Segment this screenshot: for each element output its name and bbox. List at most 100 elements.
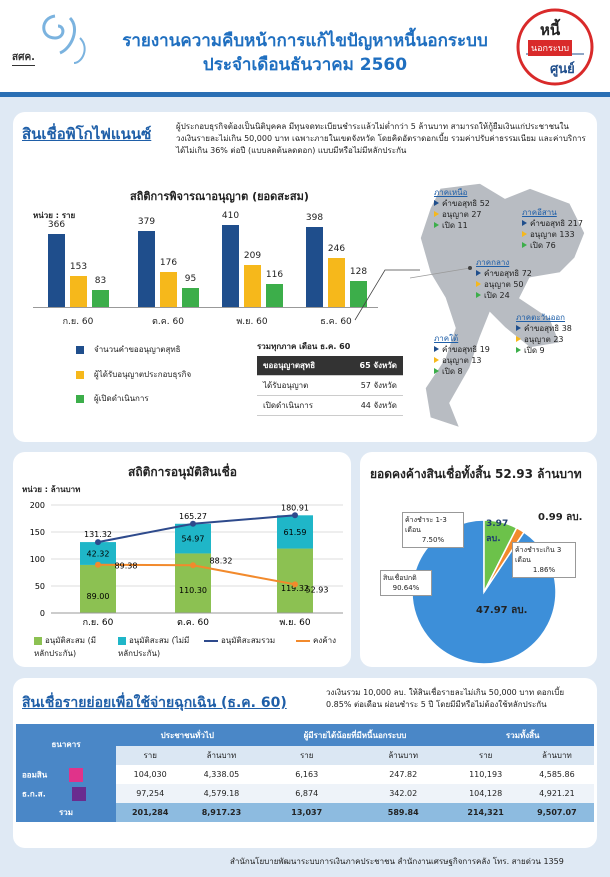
- loan-x-label: ต.ค. 60: [177, 618, 209, 628]
- license-bar: [182, 288, 199, 307]
- summary-row-2-label: ได้รับอนุญาต: [257, 375, 340, 396]
- bank-cell: ธ.ก.ส.: [16, 784, 116, 803]
- license-bar-label: 95: [184, 274, 197, 284]
- cell: 4,585.86: [539, 770, 575, 779]
- bank-cell: ออมสิน: [16, 765, 116, 784]
- loan-secured-label: 119.32: [281, 584, 309, 593]
- license-bar: [160, 271, 177, 307]
- loan-chart-title: สถิติการอนุมัติสินเชื่อ: [128, 465, 237, 479]
- loan-outstanding-label: 88.32: [210, 556, 233, 565]
- region-south-approved: อนุญาต 13: [442, 356, 482, 365]
- pie-callout-2-pct: 1.86%: [532, 566, 556, 574]
- col-general: ประชาชนทั่วไป: [116, 724, 259, 746]
- loan-y-tick: 200: [30, 501, 45, 510]
- cell: 4,921.21: [539, 789, 575, 798]
- loan-bar-unsecured: [277, 515, 313, 549]
- license-legend-2-label: ผู้ได้รับอนุญาตประกอบธุรกิจ: [94, 370, 192, 379]
- loan-secured-label: 110.30: [179, 586, 207, 595]
- license-bar-label: 128: [349, 267, 368, 278]
- outstanding-title: ยอดคงค้างสินเชื่อทั้งสิ้น 52.93 ล้านบาท: [370, 467, 582, 481]
- loan-legend-2-label: อนุมัติสะสม (ไม่มีหลักประกัน): [118, 636, 190, 658]
- region-northeast-requests: คำขอสุทธิ 217: [530, 219, 583, 228]
- cell: 214,321: [451, 803, 520, 822]
- header: สศค. รายงานความคืบหน้าการแก้ไขปัญหาหนี้น…: [0, 0, 610, 92]
- license-bar: [350, 281, 367, 307]
- loan-unit: หน่วย : ล้านบาท: [22, 485, 81, 494]
- logo-right-top: หนี้: [540, 21, 561, 39]
- loan-chart: 0 50 100 150 200 89.00 42.32 ก.ย. 60 110.30 54.97…: [30, 501, 343, 628]
- loan-bar-unsecured: [175, 523, 211, 554]
- license-bar: [138, 231, 155, 307]
- summary-row-3-label: เปิดดำเนินการ: [257, 395, 340, 416]
- license-legend-3: ผู้เปิดดำเนินการ: [76, 392, 149, 405]
- loan-y-tick: 150: [30, 528, 45, 537]
- loan-outstanding-point: [95, 561, 101, 568]
- license-bar: [266, 283, 283, 307]
- license-unit: หน่วย : ราย: [33, 211, 76, 220]
- cell: 104,030: [133, 770, 167, 779]
- license-legend-2: ผู้ได้รับอนุญาตประกอบธุรกิจ: [76, 368, 191, 381]
- region-central-name: ภาคกลาง: [476, 258, 510, 267]
- summary-row-2-value: 57 จังหวัด: [339, 375, 403, 396]
- pie-orange-label: 0.99 ลบ.: [538, 512, 583, 523]
- license-bar: [328, 257, 345, 307]
- loan-total-point: [292, 512, 298, 519]
- license-chart-title: สถิติการพิจารณาอนุญาต (ยอดสะสม): [130, 190, 309, 203]
- pico-title: สินเชื่อพิโกไฟแนนซ์: [22, 125, 152, 143]
- cell: 589.84: [354, 803, 452, 822]
- license-bar-label: 379: [137, 217, 156, 228]
- license-bar-label: 83: [94, 276, 107, 287]
- loan-bar-unsecured: [80, 542, 116, 565]
- cell: 4,579.18: [203, 789, 240, 798]
- region-south: ภาคใต้ คำขอสุทธิ 19 อนุญาต 13 เปิด 8: [434, 333, 490, 377]
- loan-secured-label: 89.00: [87, 592, 110, 601]
- baac-logo-icon: [71, 786, 86, 801]
- summary-row-3-value: 44 จังหวัด: [339, 395, 403, 416]
- loan-legend-2: อนุมัติสะสม (ไม่มีหลักประกัน): [118, 634, 194, 660]
- license-legend-1: จำนวนคำขออนุญาตสุทธิ: [76, 343, 181, 356]
- loan-bar-secured: [277, 548, 313, 613]
- pie-callout-1-pct: 7.50%: [421, 536, 445, 544]
- loan-legend-3: อนุมัติสะสมรวม: [204, 634, 275, 647]
- summary-title: รวมทุกภาค เดือน ธ.ค. 60: [257, 342, 351, 351]
- loan-unsecured-label: 42.32: [87, 550, 110, 559]
- license-bar-label: 176: [159, 257, 178, 268]
- region-south-name: ภาคใต้: [434, 334, 459, 343]
- region-northeast: ภาคอีสาน คำขอสุทธิ 217 อนุญาต 133 เปิด 7…: [522, 207, 583, 251]
- loan-unsecured-label: 61.59: [284, 528, 307, 537]
- loan-total-label: 180.91: [281, 503, 309, 512]
- summary-row-1-value: 65 จังหวัด: [339, 356, 403, 376]
- cell: 13,037: [258, 803, 355, 822]
- emergency-description: วงเงินรวม 10,000 ลบ. ให้สินเชื่อรายละไม่…: [326, 688, 565, 709]
- loan-total-point: [190, 520, 196, 527]
- region-east-opened: เปิด 9: [524, 346, 545, 355]
- loan-y-tick: 0: [40, 609, 45, 618]
- region-north: ภาคเหนือ คำขอสุทธิ 52 อนุญาต 27 เปิด 11: [434, 187, 490, 231]
- license-x-axis: [33, 307, 378, 308]
- pico-description: ผู้ประกอบธุรกิจต้องเป็นนิติบุคคล มีทุนจด…: [176, 122, 586, 155]
- region-central-approved: อนุญาต 50: [484, 280, 524, 289]
- emergency-title: สินเชื่อรายย่อยเพื่อใช้จ่ายฉุกเฉิน (ธ.ค.…: [22, 695, 287, 711]
- col-bank: ธนาคาร: [16, 724, 116, 765]
- license-bar-label: 246: [327, 243, 346, 254]
- pie-green-label: 3.97 ลบ.: [486, 517, 508, 547]
- pie-big-label: 47.97 ลบ.: [476, 605, 528, 616]
- region-east-approved: อนุญาต 23: [524, 335, 564, 344]
- cell: 9,507.07: [519, 803, 594, 822]
- loan-total-point: [95, 539, 101, 546]
- logo-right-mid: นอกระบบ: [528, 40, 573, 56]
- cell: 247.82: [389, 770, 418, 779]
- region-north-requests: คำขอสุทธิ 52: [442, 199, 490, 208]
- loan-outstanding-label: 52.93: [306, 585, 329, 594]
- pie-callout-1-label: ค้างชำระ 1-3 เดือน: [405, 516, 447, 534]
- license-bar: [70, 276, 87, 307]
- loan-x-label: ก.ย. 60: [83, 618, 114, 628]
- loan-legend-1-label: อนุมัติสะสม (มีหลักประกัน): [34, 636, 97, 658]
- license-bar: [244, 265, 261, 307]
- cell: 104,128: [469, 789, 503, 798]
- cell: 8,917.23: [184, 803, 259, 822]
- loan-total-label: 165.27: [179, 512, 207, 521]
- gsb-logo-icon: [69, 767, 84, 782]
- page-title: รายงานความคืบหน้าการแก้ไขปัญหาหนี้นอกระบ…: [122, 31, 488, 51]
- loan-outstanding-label: 89.38: [115, 562, 138, 571]
